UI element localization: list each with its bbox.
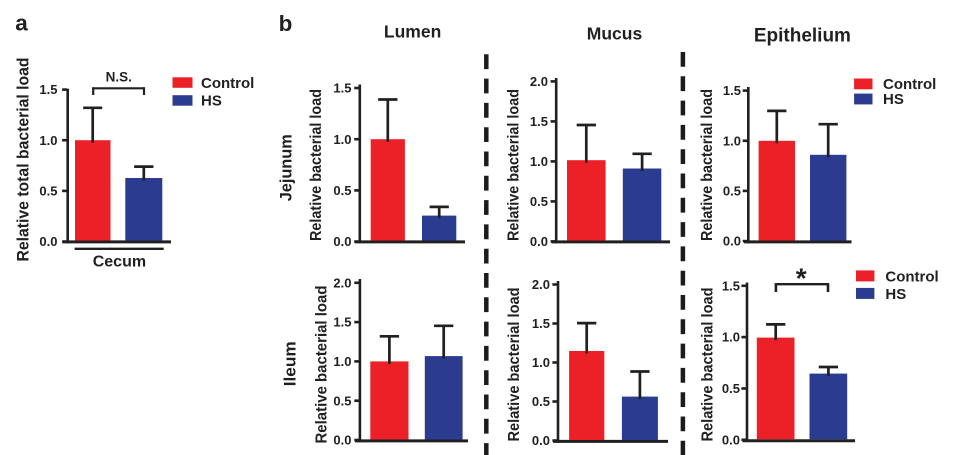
svg-text:1.0: 1.0 — [722, 330, 740, 345]
svg-text:Epithelium: Epithelium — [754, 26, 851, 47]
svg-text:Relative bacterial load: Relative bacterial load — [308, 89, 325, 241]
svg-text:Relative bacterial load: Relative bacterial load — [699, 89, 716, 241]
svg-text:Relative total bacterial load: Relative total bacterial load — [14, 57, 32, 261]
svg-text:1.0: 1.0 — [532, 355, 550, 370]
svg-text:0.0: 0.0 — [333, 234, 351, 249]
svg-text:0.5: 0.5 — [530, 194, 548, 209]
svg-text:Relative bacterial load: Relative bacterial load — [314, 286, 331, 444]
svg-text:Relative bacterial load: Relative bacterial load — [506, 288, 523, 442]
svg-text:0.0: 0.0 — [723, 234, 741, 249]
svg-text:0.5: 0.5 — [532, 394, 550, 409]
svg-text:Jejunum: Jejunum — [276, 134, 295, 201]
svg-text:2.0: 2.0 — [530, 74, 548, 89]
svg-text:1.5: 1.5 — [530, 114, 548, 129]
svg-text:1.0: 1.0 — [39, 133, 57, 148]
svg-text:1.5: 1.5 — [39, 82, 57, 97]
svg-text:0.5: 0.5 — [333, 393, 351, 408]
svg-text:N.S.: N.S. — [106, 69, 132, 84]
svg-text:1.0: 1.0 — [723, 133, 741, 148]
svg-text:1.5: 1.5 — [723, 83, 741, 98]
svg-text:Ileum: Ileum — [281, 341, 300, 386]
svg-text:0.5: 0.5 — [39, 184, 57, 199]
svg-text:Control: Control — [883, 76, 936, 93]
svg-text:Relative bacterial load: Relative bacterial load — [700, 288, 717, 442]
svg-text:0.0: 0.0 — [530, 234, 548, 249]
svg-text:0.0: 0.0 — [532, 433, 550, 448]
svg-text:Control: Control — [885, 269, 938, 286]
svg-text:b: b — [279, 11, 293, 36]
svg-text:1.0: 1.0 — [333, 132, 351, 147]
svg-text:0.0: 0.0 — [722, 432, 740, 447]
svg-text:HS: HS — [885, 286, 906, 303]
svg-text:Mucus: Mucus — [587, 24, 643, 44]
svg-text:1.5: 1.5 — [532, 316, 550, 331]
svg-text:Cecum: Cecum — [93, 253, 146, 270]
svg-text:0.5: 0.5 — [333, 183, 351, 198]
svg-text:a: a — [15, 11, 28, 36]
svg-text:0.0: 0.0 — [333, 433, 351, 448]
svg-text:HS: HS — [883, 91, 904, 108]
svg-text:0.0: 0.0 — [39, 234, 57, 249]
svg-text:Control: Control — [201, 75, 254, 92]
svg-text:0.5: 0.5 — [723, 184, 741, 199]
svg-text:Lumen: Lumen — [384, 22, 441, 42]
svg-text:1.0: 1.0 — [333, 354, 351, 369]
svg-text:1.5: 1.5 — [722, 278, 740, 293]
svg-text:HS: HS — [201, 93, 222, 110]
svg-text:*: * — [796, 263, 807, 294]
svg-text:0.5: 0.5 — [722, 381, 740, 396]
svg-text:1.5: 1.5 — [333, 315, 351, 330]
svg-text:Relative bacterial load: Relative bacterial load — [506, 89, 523, 241]
svg-text:2.0: 2.0 — [333, 275, 351, 290]
svg-text:1.5: 1.5 — [333, 81, 351, 96]
svg-text:1.0: 1.0 — [530, 154, 548, 169]
svg-text:2.0: 2.0 — [532, 277, 550, 292]
